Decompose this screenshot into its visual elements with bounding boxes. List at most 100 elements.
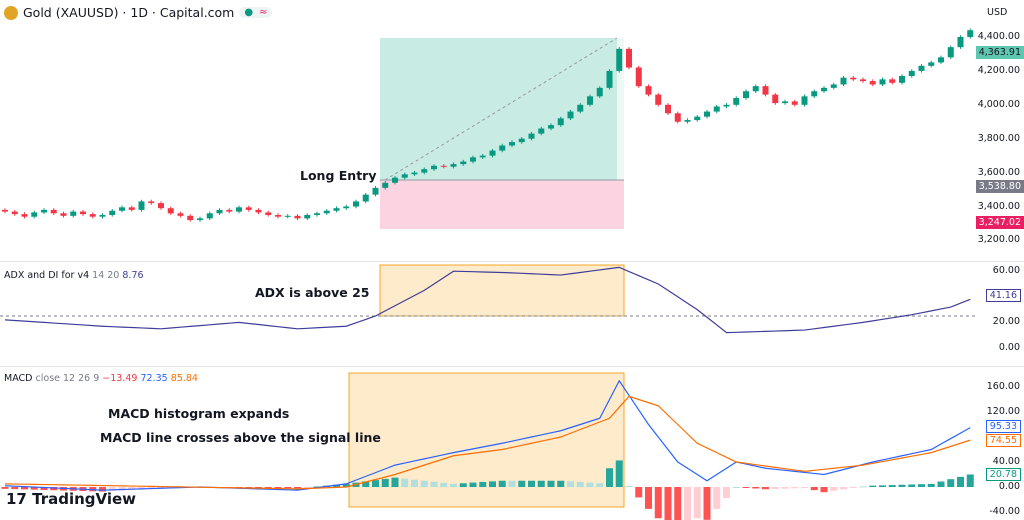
candle-body bbox=[967, 30, 974, 37]
price-tick: 3,200.00 bbox=[977, 234, 1020, 246]
macd-histogram-bar bbox=[664, 487, 672, 520]
macd-histogram-bar bbox=[927, 483, 935, 487]
candle-body bbox=[665, 104, 671, 114]
candle-body bbox=[577, 104, 584, 112]
candle-body bbox=[587, 96, 593, 105]
macd-current-tag: 95.33 bbox=[985, 420, 1021, 433]
candle-body bbox=[801, 96, 808, 105]
macd-histogram-bar bbox=[762, 487, 769, 490]
macd-histogram-bar bbox=[606, 468, 613, 487]
candle-body bbox=[811, 91, 818, 97]
entry-price-tag: 3,538.80 bbox=[975, 180, 1024, 193]
candle-body bbox=[879, 79, 886, 85]
macd-histogram-bar bbox=[362, 481, 370, 487]
price-tick: 4,400.00 bbox=[977, 31, 1020, 42]
candle-body bbox=[323, 210, 330, 214]
candle-body bbox=[216, 209, 223, 214]
candle-body bbox=[645, 86, 652, 95]
tradingview-logo[interactable]: 𝟭𝟳 TradingView bbox=[6, 490, 136, 508]
pane-divider[interactable] bbox=[0, 261, 1024, 262]
candle-body bbox=[821, 87, 827, 92]
candle-body bbox=[382, 182, 389, 188]
candle-body bbox=[236, 207, 242, 212]
macd-histogram-bar bbox=[898, 484, 906, 487]
macd-histogram-bar bbox=[274, 487, 282, 488]
macd-tick: 0.00 bbox=[998, 481, 1020, 492]
candle-body bbox=[791, 101, 798, 105]
macd-histogram-bar bbox=[635, 487, 643, 498]
macd-histogram-bar bbox=[411, 479, 418, 487]
price-tick: 4,200.00 bbox=[977, 64, 1020, 76]
candle-body bbox=[743, 91, 749, 99]
candle-body bbox=[128, 207, 135, 210]
macd-histogram-bar bbox=[771, 487, 779, 489]
candle-body bbox=[187, 215, 194, 221]
macd-histogram-bar bbox=[508, 480, 516, 487]
candle-body bbox=[470, 157, 476, 162]
stop-price-tag: 3,247.02 bbox=[975, 216, 1024, 229]
candle-body bbox=[206, 213, 213, 219]
candle-body bbox=[606, 70, 613, 88]
symbol-title[interactable]: Gold (XAUUSD) · 1D · Capital.com bbox=[23, 5, 235, 20]
macd-histogram-bar bbox=[693, 487, 701, 519]
macd-histogram-bar bbox=[742, 487, 750, 488]
macd-histogram-bar bbox=[1, 487, 9, 489]
signal-current-tag: 74.55 bbox=[985, 434, 1021, 447]
adx-current-tag: 41.16 bbox=[985, 289, 1021, 302]
adx-annotation: ADX is above 25 bbox=[255, 285, 370, 300]
macd-legend-name: MACD bbox=[4, 373, 33, 384]
candle-body bbox=[928, 62, 935, 66]
candle-body bbox=[860, 79, 866, 82]
candle-body bbox=[947, 47, 954, 58]
adx-legend-name: ADX and DI for v4 bbox=[4, 270, 90, 281]
macd-histogram-bar bbox=[567, 481, 574, 487]
currency-label[interactable]: USD bbox=[987, 7, 1008, 18]
candle-body bbox=[148, 201, 155, 204]
candle-body bbox=[421, 169, 428, 173]
candle-body bbox=[50, 209, 57, 214]
macd-histogram-bar bbox=[547, 480, 555, 487]
macd-histogram-bar bbox=[128, 487, 136, 491]
candle-body bbox=[119, 207, 125, 211]
candle-body bbox=[80, 211, 86, 215]
macd-line-value: 72.35 bbox=[140, 373, 168, 384]
macd-signal-value: 85.84 bbox=[170, 373, 198, 384]
candle-body bbox=[704, 111, 710, 117]
status-pill[interactable]: ● ≈ bbox=[239, 7, 273, 18]
stop-zone bbox=[380, 180, 624, 229]
macd-histogram-bar bbox=[284, 487, 292, 489]
price-tick: 3,800.00 bbox=[977, 132, 1020, 144]
candle-body bbox=[908, 70, 915, 76]
macd-histogram-bar bbox=[30, 487, 38, 490]
candle-body bbox=[840, 77, 847, 85]
candle-body bbox=[723, 104, 730, 107]
macd-legend[interactable]: MACD close 12 26 9 −13.49 72.35 85.84 bbox=[4, 373, 198, 384]
candle-body bbox=[626, 48, 632, 68]
candle-body bbox=[353, 201, 359, 207]
macd-histogram-bar bbox=[947, 479, 955, 487]
candle-body bbox=[938, 57, 944, 63]
candle-body bbox=[314, 213, 320, 215]
candle-body bbox=[957, 37, 964, 48]
macd-histogram-bar bbox=[645, 487, 652, 509]
macd-histogram-bar bbox=[118, 487, 126, 491]
candle-body bbox=[850, 77, 857, 80]
chart-canvas[interactable] bbox=[0, 0, 975, 520]
candle-body bbox=[782, 101, 788, 104]
price-tick: 4,000.00 bbox=[977, 98, 1020, 110]
adx-line bbox=[4, 266, 971, 334]
candle-body bbox=[772, 94, 779, 104]
macd-histogram-bar bbox=[615, 460, 623, 487]
candle-body bbox=[255, 209, 262, 213]
macd-histogram-bar bbox=[732, 487, 740, 488]
adx-legend[interactable]: ADX and DI for v4 14 20 8.76 bbox=[4, 270, 144, 281]
candle-body bbox=[294, 215, 301, 219]
candle-body bbox=[158, 203, 164, 209]
macd-histogram-bar bbox=[586, 482, 594, 487]
macd-histogram-bar bbox=[596, 483, 604, 487]
candle-body bbox=[11, 211, 18, 215]
candle-body bbox=[596, 87, 603, 97]
macd-histogram-bar bbox=[294, 487, 301, 489]
pane-divider[interactable] bbox=[0, 366, 1024, 367]
candle-body bbox=[752, 86, 759, 92]
